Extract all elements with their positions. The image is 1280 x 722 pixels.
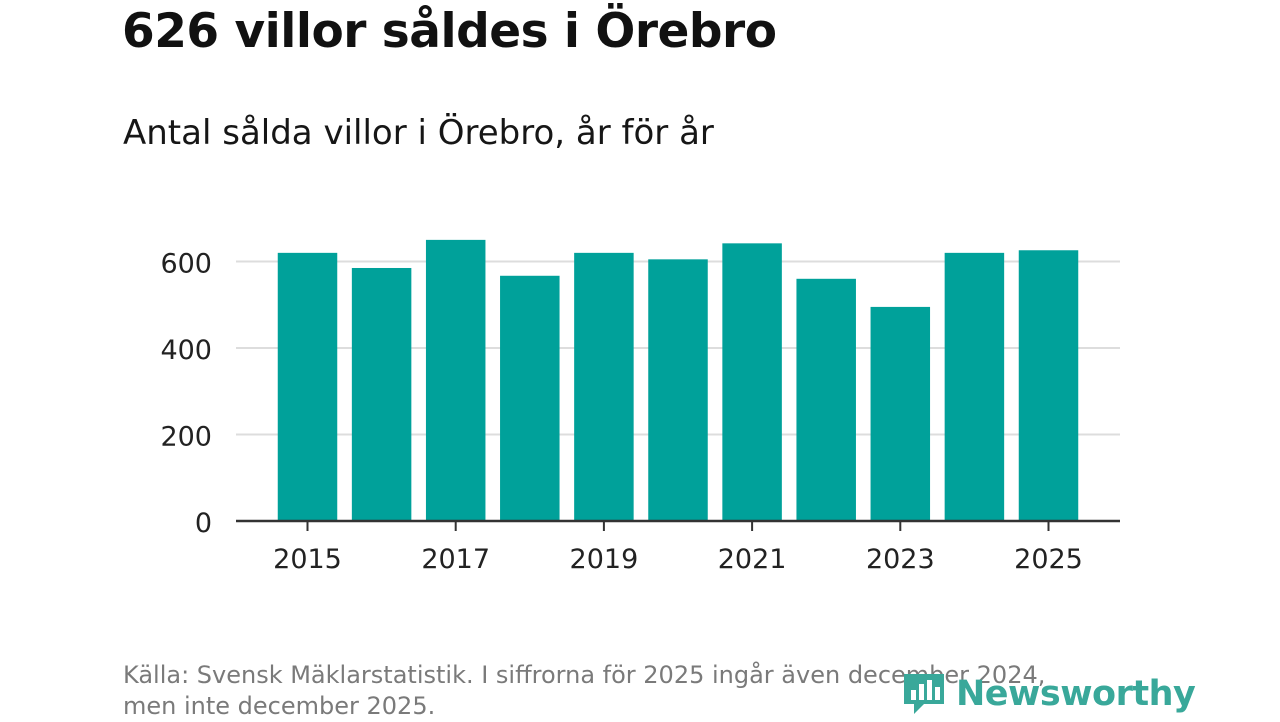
bar-2021 (722, 243, 782, 521)
bar-2022 (796, 278, 856, 521)
x-tick-label: 2021 (718, 544, 787, 575)
chart-title: 626 villor såldes i Örebro (122, 4, 777, 59)
source-note: Källa: Svensk Mäklarstatistik. I siffror… (123, 660, 1123, 722)
axes: 0 200 400 600 2015 2017 2019 2021 2023 2025 (160, 249, 1120, 575)
bar-2024 (944, 252, 1005, 521)
bar-chart-logo-icon (904, 674, 944, 714)
y-tick-label: 600 (160, 249, 212, 280)
bar-2016 (351, 267, 412, 521)
bar-2020 (648, 259, 708, 521)
x-tick-label: 2025 (1014, 544, 1083, 575)
source-line-2: men inte december 2025. (123, 692, 436, 720)
bar-2019 (574, 252, 634, 521)
logo-text: Newsworthy (956, 674, 1196, 714)
bar-2018 (500, 275, 560, 521)
chart-subtitle: Antal sålda villor i Örebro, år för år (123, 113, 714, 153)
bar-2023 (870, 306, 931, 521)
y-tick-label: 400 (160, 335, 212, 366)
bar-2015 (277, 252, 338, 521)
newsworthy-logo: Newsworthy (902, 672, 1196, 716)
bar-2025 (1018, 250, 1079, 521)
bar-2017 (425, 239, 486, 521)
x-tick-label: 2015 (273, 544, 342, 575)
source-line-1: Källa: Svensk Mäklarstatistik. I siffror… (123, 661, 1046, 689)
bars (277, 239, 1079, 521)
y-tick-label: 200 (160, 422, 212, 453)
x-tick-label: 2017 (421, 544, 490, 575)
x-tick-label: 2019 (570, 544, 639, 575)
y-tick-label: 0 (195, 508, 212, 539)
x-tick-label: 2023 (866, 544, 935, 575)
